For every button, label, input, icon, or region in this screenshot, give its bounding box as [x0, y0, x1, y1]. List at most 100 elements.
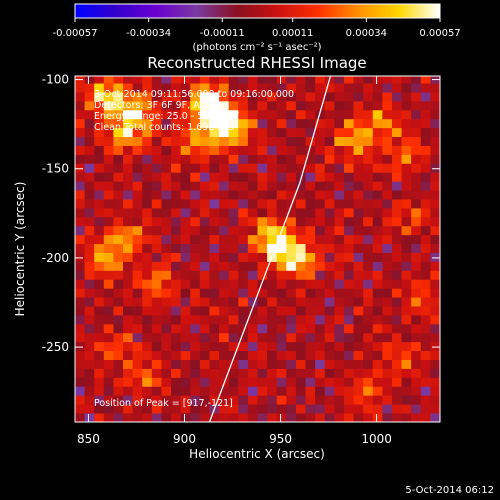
image-pixel [209, 314, 220, 325]
image-pixel [267, 100, 278, 111]
image-pixel [343, 323, 354, 334]
image-pixel [103, 127, 114, 138]
image-pixel [315, 314, 326, 325]
image-pixel [257, 145, 268, 155]
image-pixel [171, 172, 182, 182]
image-pixel [295, 154, 306, 164]
image-pixel [267, 314, 278, 325]
image-pixel [171, 359, 182, 369]
image-pixel [382, 359, 393, 369]
image-pixel [420, 306, 431, 316]
image-pixel [84, 341, 95, 352]
image-pixel [267, 118, 278, 129]
image-pixel [190, 297, 201, 307]
image-pixel [420, 377, 431, 387]
image-pixel [199, 323, 210, 334]
image-pixel [209, 377, 220, 387]
image-pixel [430, 323, 440, 334]
image-pixel [219, 341, 230, 352]
image-pixel [151, 243, 162, 253]
image-pixel [391, 199, 402, 209]
image-pixel [132, 92, 143, 102]
image-pixel [353, 279, 364, 289]
image-pixel [123, 100, 134, 111]
image-pixel [190, 252, 201, 262]
image-pixel [411, 199, 422, 209]
image-pixel [305, 270, 316, 280]
image-pixel [401, 297, 412, 307]
image-pixel [94, 163, 105, 173]
image-pixel [161, 297, 172, 307]
image-pixel [123, 332, 134, 343]
image-pixel [420, 404, 431, 414]
image-pixel [199, 359, 210, 369]
image-pixel [363, 225, 374, 236]
image-pixel [94, 100, 105, 111]
image-pixel [199, 190, 210, 200]
image-pixel [401, 377, 412, 387]
image-pixel [113, 323, 124, 334]
image-pixel [180, 76, 191, 84]
image-pixel [305, 323, 316, 334]
image-pixel [315, 341, 326, 352]
image-pixel [209, 413, 220, 422]
image-pixel [401, 404, 412, 414]
image-pixel [151, 288, 162, 298]
image-pixel [430, 413, 440, 422]
image-pixel [295, 377, 306, 387]
image-pixel [353, 83, 364, 93]
image-pixel [113, 350, 124, 360]
image-pixel [75, 341, 86, 352]
image-pixel [315, 199, 326, 209]
colorbar-units: (photons cm⁻² s⁻¹ asec⁻²) [192, 42, 321, 53]
image-pixel [391, 92, 402, 102]
image-pixel [171, 145, 182, 155]
image-pixel [247, 395, 258, 405]
image-pixel [142, 83, 153, 93]
image-pixel [94, 145, 105, 155]
image-pixel [180, 145, 191, 155]
image-pixel [219, 306, 230, 316]
image-pixel [276, 154, 287, 164]
image-pixel [151, 279, 162, 289]
image-pixel [305, 145, 316, 155]
image-pixel [190, 163, 201, 173]
image-pixel [315, 306, 326, 316]
image-pixel [411, 395, 422, 405]
image-pixel [199, 377, 210, 387]
image-pixel [334, 92, 345, 102]
image-pixel [353, 404, 364, 414]
image-pixel [219, 270, 230, 280]
image-pixel [113, 297, 124, 307]
image-pixel [324, 216, 335, 227]
image-pixel [219, 181, 230, 191]
image-pixel [238, 297, 249, 307]
image-pixel [382, 252, 393, 262]
image-pixel [228, 145, 239, 155]
image-pixel [199, 154, 210, 164]
image-pixel [430, 225, 440, 236]
image-pixel [353, 395, 364, 405]
image-pixel [132, 154, 143, 164]
image-pixel [75, 172, 86, 182]
image-pixel [199, 163, 210, 173]
image-pixel [372, 234, 383, 245]
image-pixel [343, 199, 354, 209]
image-pixel [267, 234, 278, 245]
image-pixel [295, 413, 306, 422]
image-pixel [228, 216, 239, 227]
image-pixel [286, 225, 297, 236]
image-pixel [382, 109, 393, 120]
image-pixel [151, 297, 162, 307]
image-pixel [171, 100, 182, 111]
image-pixel [276, 118, 287, 129]
image-pixel [199, 199, 210, 209]
image-pixel [84, 252, 95, 262]
image-pixel [401, 413, 412, 422]
image-pixel [267, 207, 278, 218]
image-pixel [324, 341, 335, 352]
image-pixel [257, 377, 268, 387]
image-pixel [305, 118, 316, 129]
image-pixel [171, 270, 182, 280]
image-pixel [219, 252, 230, 262]
